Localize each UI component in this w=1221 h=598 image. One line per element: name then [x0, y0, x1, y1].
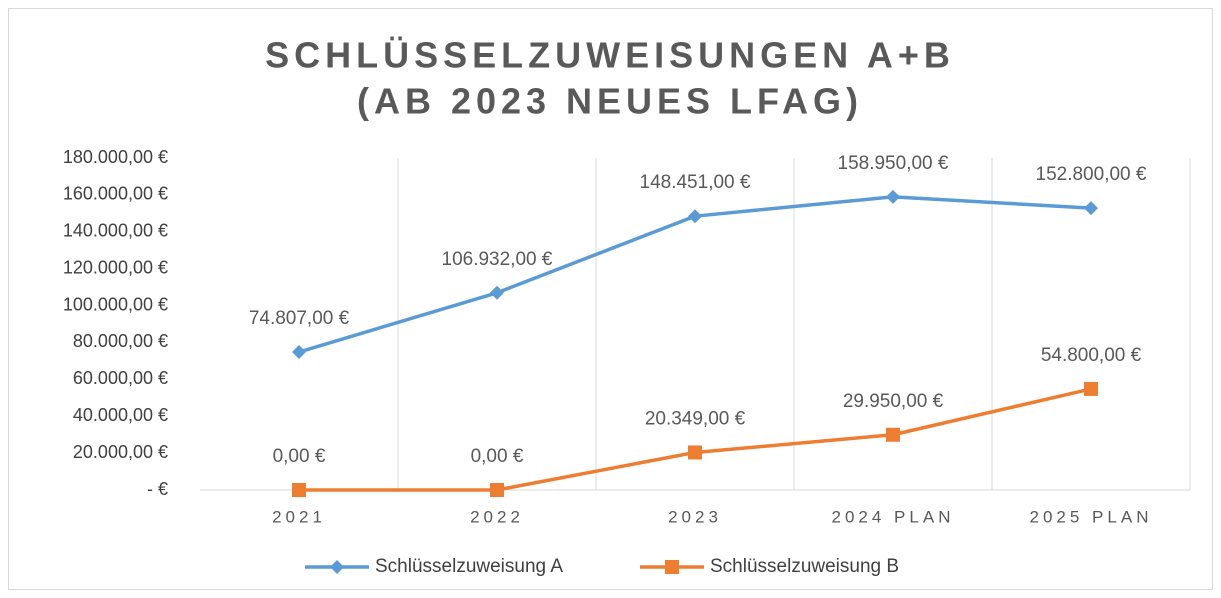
marker	[490, 285, 504, 300]
y-tick-label: 160.000,00 €	[63, 184, 168, 204]
marker	[886, 189, 900, 204]
chart-title: SCHLÜSSELZUWEISUNGEN A+B	[265, 35, 955, 76]
data-label: 20.349,00 €	[645, 408, 746, 429]
data-label: 148.451,00 €	[640, 172, 751, 193]
y-tick-label: 40.000,00 €	[73, 405, 168, 425]
data-label: 29.950,00 €	[843, 391, 944, 412]
x-tick-label: 2023	[668, 507, 722, 526]
data-label: 54.800,00 €	[1041, 345, 1142, 366]
y-tick-label: 60.000,00 €	[73, 368, 168, 388]
marker	[490, 483, 504, 497]
marker	[1084, 381, 1098, 396]
chart-title: (AB 2023 NEUES LFAG)	[357, 81, 863, 122]
data-label: 152.800,00 €	[1036, 164, 1147, 185]
legend-label: Schlüsselzuweisung B	[710, 556, 899, 577]
marker	[292, 345, 306, 360]
data-label: 106.932,00 €	[442, 249, 553, 270]
y-tick-label: - €	[147, 479, 168, 499]
chart-border	[8, 8, 1213, 590]
y-tick-label: 180.000,00 €	[63, 147, 168, 167]
y-tick-label: 120.000,00 €	[63, 257, 168, 277]
y-tick-label: 20.000,00 €	[73, 442, 168, 462]
y-tick-label: 80.000,00 €	[73, 331, 168, 351]
x-tick-label: 2024 PLAN	[832, 507, 955, 526]
series-line	[299, 387, 1092, 492]
data-label: 0,00 €	[273, 446, 326, 467]
marker	[688, 445, 702, 460]
legend-label: Schlüsselzuweisung A	[375, 556, 563, 577]
x-tick-label: 2022	[470, 507, 524, 526]
data-label: 0,00 €	[471, 446, 524, 467]
marker	[665, 560, 679, 574]
data-label: 158.950,00 €	[838, 153, 949, 174]
x-tick-label: 2025 PLAN	[1030, 507, 1153, 526]
x-tick-label: 2021	[272, 507, 326, 526]
marker	[1084, 201, 1098, 216]
marker	[688, 209, 702, 224]
y-tick-label: 140.000,00 €	[63, 221, 168, 241]
data-label: 74.807,00 €	[249, 308, 350, 329]
marker	[330, 560, 344, 574]
marker	[886, 427, 900, 442]
y-tick-label: 100.000,00 €	[63, 294, 168, 314]
marker	[292, 483, 306, 497]
